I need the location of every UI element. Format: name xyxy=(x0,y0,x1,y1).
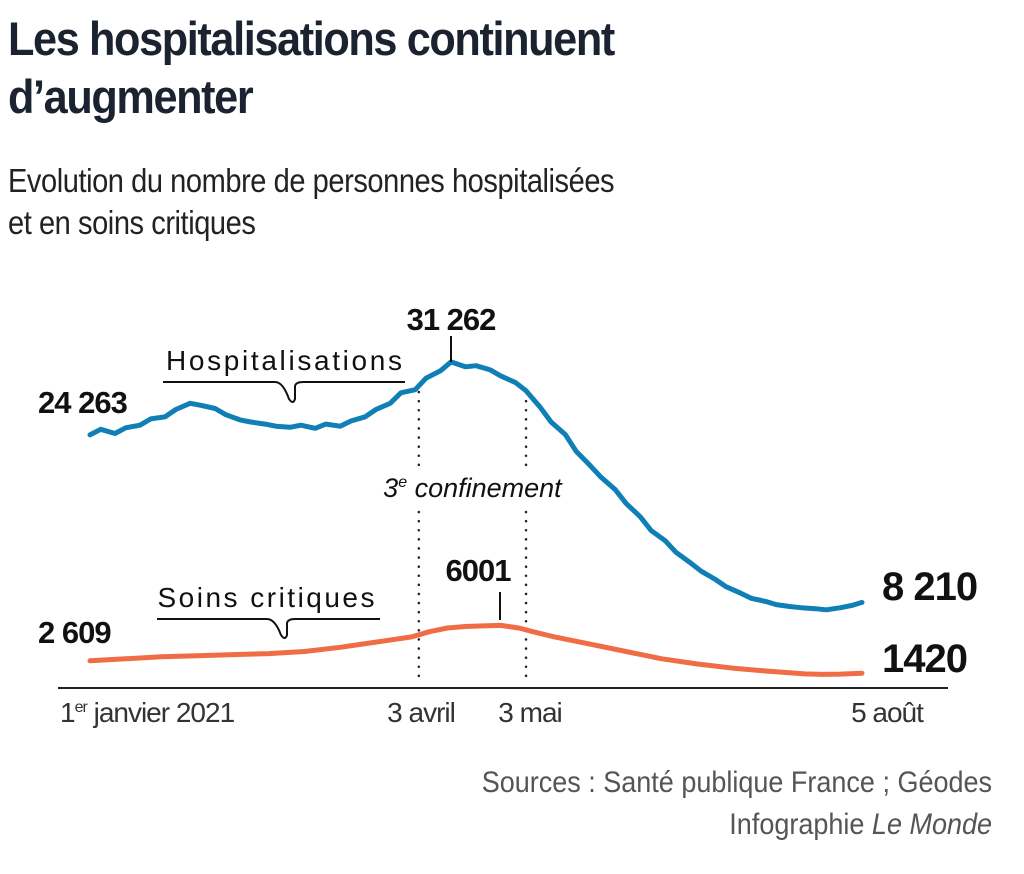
credit-text: Infographie Le Monde xyxy=(482,804,992,846)
soins-peak-value: 6001 xyxy=(446,553,512,588)
soins-start-value: 2 609 xyxy=(38,615,111,650)
soins-critiques-series-label: Soins critiques xyxy=(158,582,375,613)
hosp-start-value: 24 263 xyxy=(38,385,128,420)
soins-critiques-line xyxy=(87,622,865,677)
chart-title: Les hospitalisations continuent d’augmen… xyxy=(8,10,836,126)
chart-subtitle: Evolution du nombre de personnes hospita… xyxy=(8,160,853,244)
hosp-end-value: 8 210 xyxy=(882,565,977,609)
credit-prefix: Infographie xyxy=(729,808,865,841)
soins-end-value: 1420 xyxy=(882,637,967,681)
hosp-peak-value: 31 262 xyxy=(407,302,496,337)
hospitalisations-series-label: Hospitalisations xyxy=(166,345,402,376)
x-tick-label: 5 août xyxy=(851,697,924,728)
x-tick-label: 3 avril xyxy=(387,697,455,728)
x-tick-label: 1er janvier 2021 xyxy=(60,697,235,728)
x-tick-label: 3 mai xyxy=(498,697,561,728)
hospitalisations-label-bracket xyxy=(163,381,405,403)
subtitle-line-2: et en soins critiques xyxy=(8,204,256,241)
period-label: 3e confinement xyxy=(383,473,563,503)
subtitle-line-1: Evolution du nombre de personnes hospita… xyxy=(8,162,615,199)
soins-critiques-label-bracket xyxy=(157,618,380,639)
title-line-1: Les hospitalisations continuent xyxy=(8,12,615,65)
chart-source: Sources : Santé publique France ; Géodes… xyxy=(482,762,992,846)
sources-text: Sources : Santé publique France ; Géodes xyxy=(481,766,992,799)
title-line-2: d’augmenter xyxy=(8,70,254,123)
credit-brand: Le Monde xyxy=(871,808,992,841)
